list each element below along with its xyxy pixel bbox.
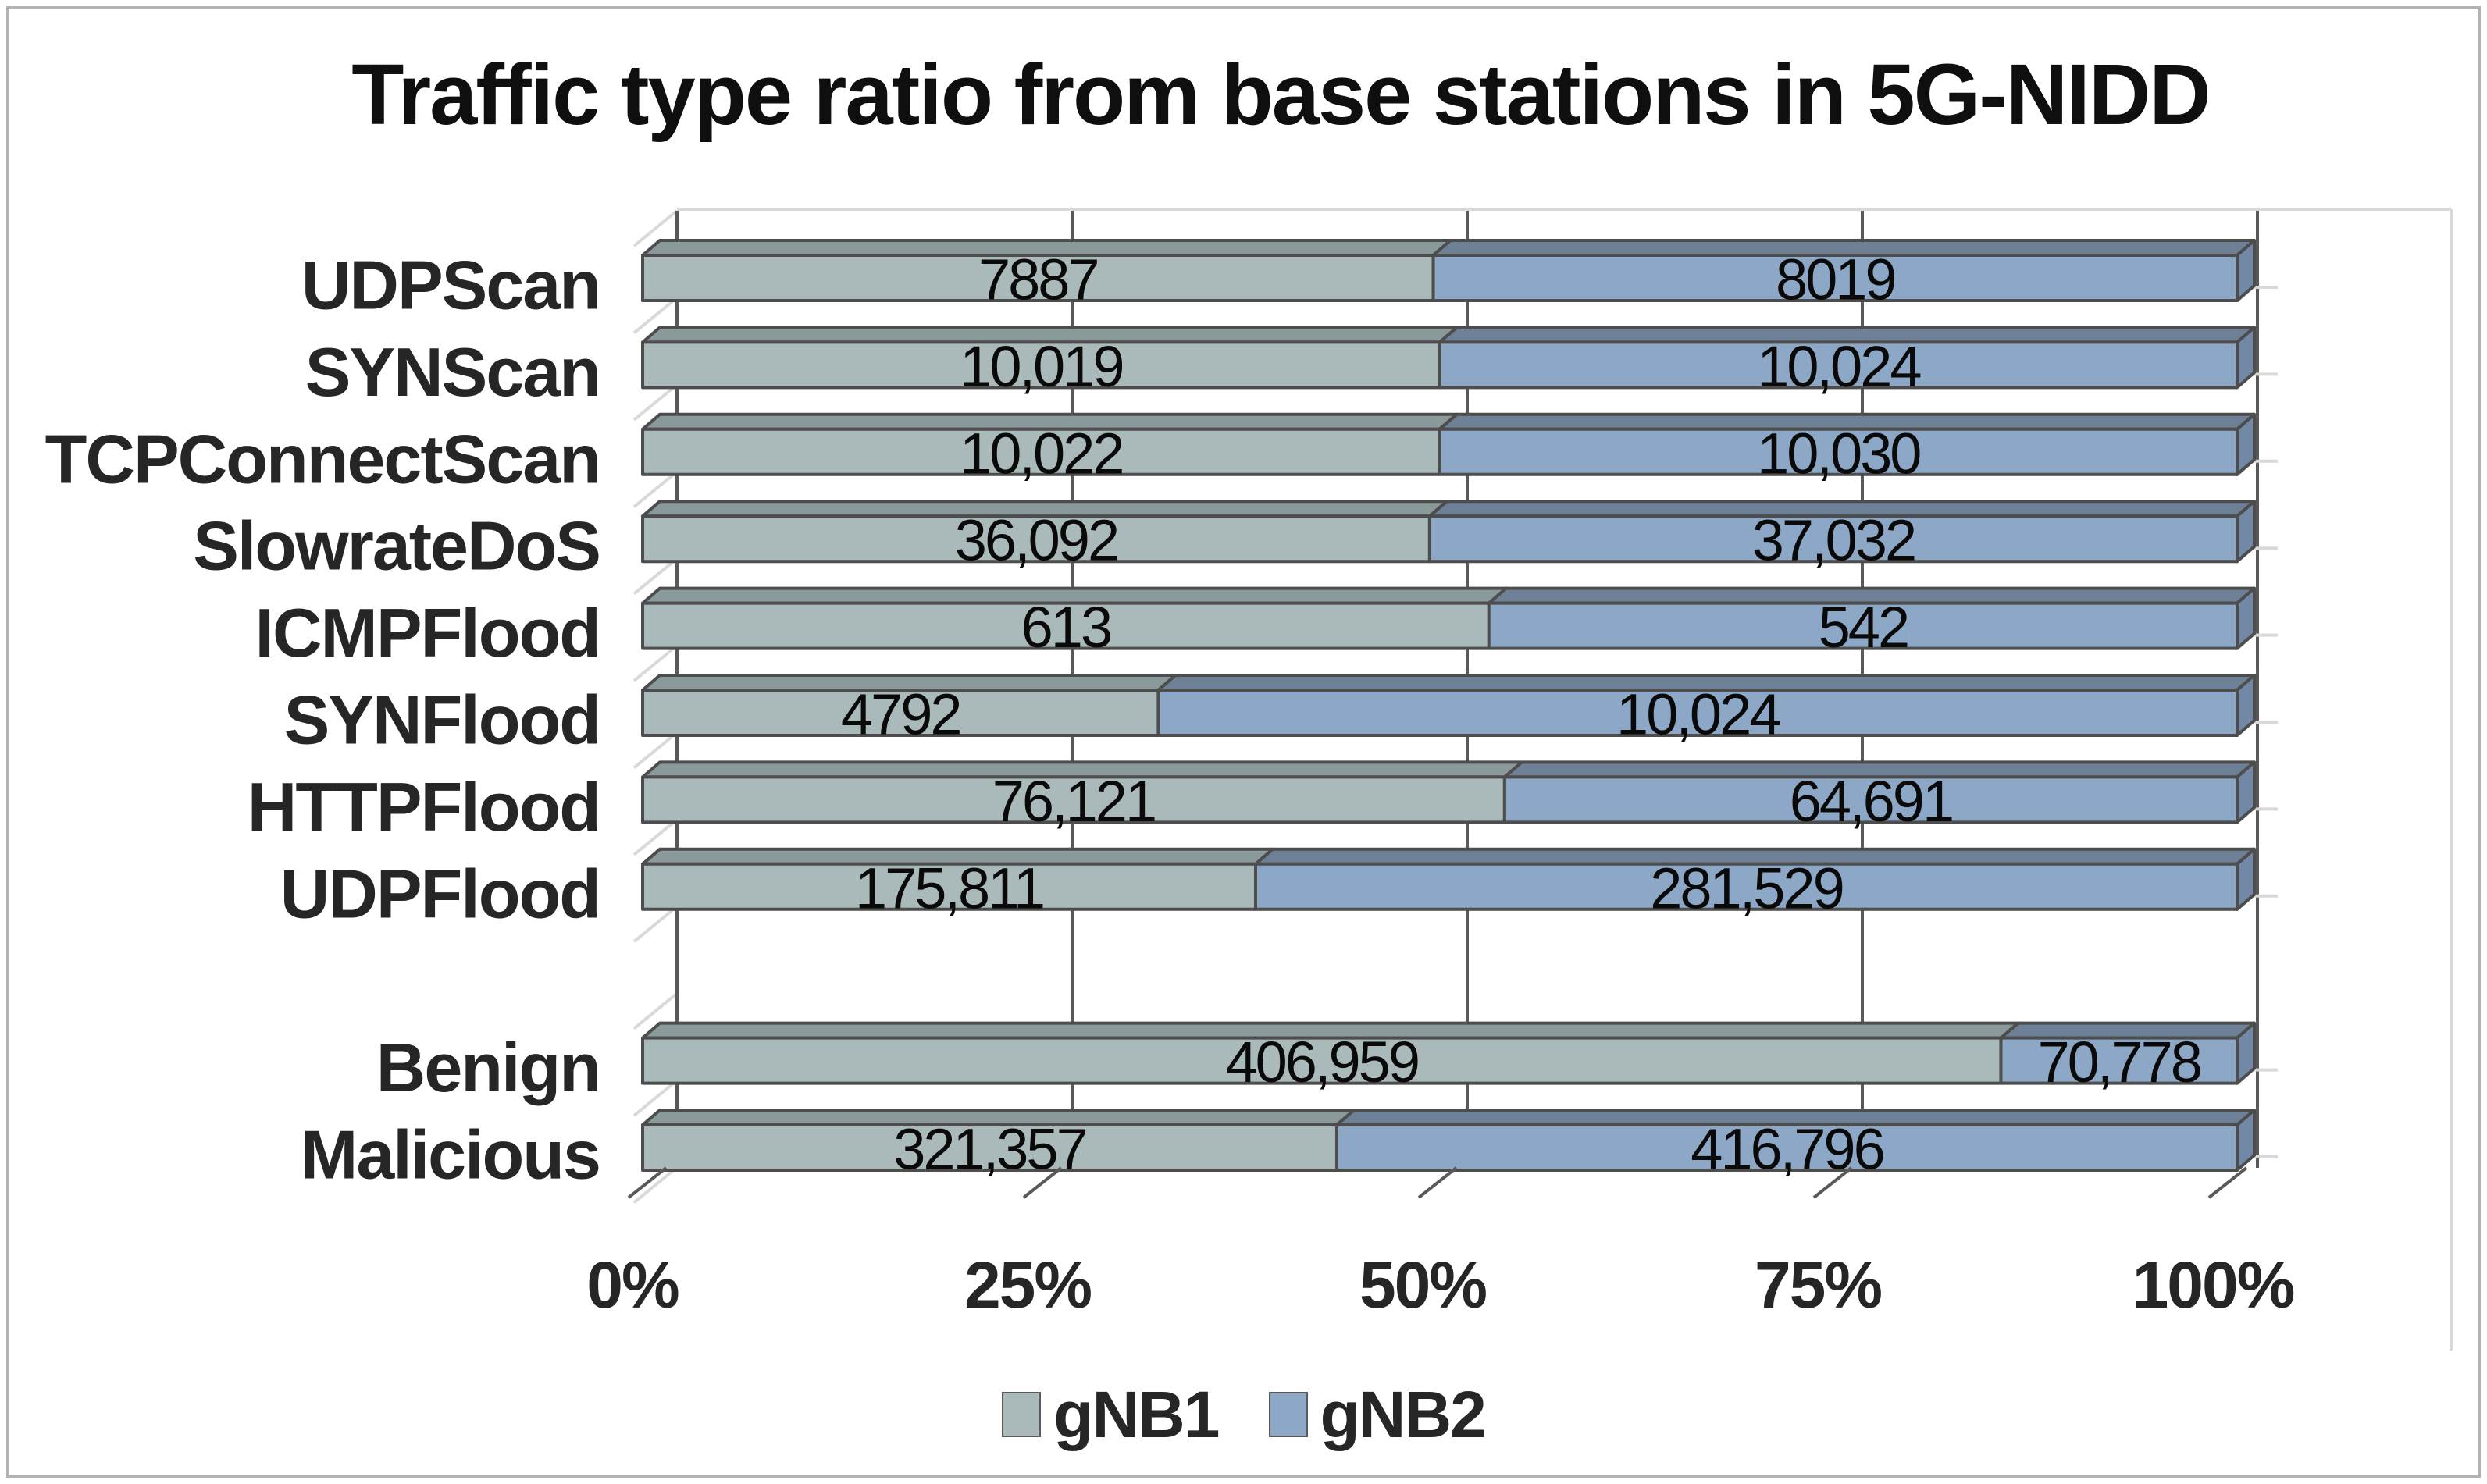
- axis-tick-100%: [2207, 1166, 2248, 1199]
- data-label-gNB2-TCPConnectScan: 10,030: [1757, 421, 1920, 486]
- legend-swatch-gNB1: [1002, 1392, 1042, 1437]
- category-depth-tick: [632, 1165, 679, 1204]
- axis-tick-0%: [627, 1166, 668, 1199]
- bar-segment-gNB2-SYNScan: [1438, 340, 2239, 390]
- category-label-HTTPFlood: HTTPFlood: [248, 768, 600, 845]
- data-label-gNB2-UDPFlood: 281,529: [1650, 856, 1843, 920]
- legend-item-gNB2: gNB2: [1268, 1378, 1487, 1451]
- bar-segment-gNB2-UDPScan: [1431, 254, 2239, 302]
- axis-tick-25%: [1022, 1166, 1063, 1199]
- bar-segment-gNB2-Benign: [1999, 1036, 2239, 1085]
- data-label-gNB2-SlowrateDoS: 37,032: [1752, 508, 1915, 573]
- category-depth-tick: [632, 644, 679, 682]
- axis-label-75%: 75%: [1755, 1248, 1881, 1322]
- data-label-gNB1-UDPScan: 7887: [978, 247, 1098, 312]
- axis-label-100%: 100%: [2132, 1248, 2294, 1322]
- axis-tick-75%: [1812, 1166, 1853, 1199]
- category-label-Benign: Benign: [376, 1029, 600, 1106]
- bar-segment-gNB2-ICMPFlood: [1487, 601, 2239, 650]
- category-depth-tick: [632, 731, 679, 769]
- category-label-SlowrateDoS: SlowrateDoS: [193, 507, 600, 585]
- axis-label-0%: 0%: [586, 1248, 679, 1322]
- data-label-gNB1-TCPConnectScan: 10,022: [960, 421, 1122, 486]
- axis-label-25%: 25%: [964, 1248, 1091, 1322]
- data-label-gNB1-UDPFlood: 175,811: [855, 856, 1043, 920]
- legend-swatch-gNB2: [1268, 1392, 1308, 1437]
- data-label-gNB1-SYNScan: 10,019: [960, 334, 1122, 399]
- category-label-Malicious: Malicious: [301, 1116, 600, 1194]
- category-label-SYNScan: SYNScan: [305, 333, 600, 411]
- category-label-UDPScan: UDPScan: [301, 247, 600, 324]
- category-depth-tick: [632, 905, 679, 943]
- data-label-gNB1-SlowrateDoS: 36,092: [955, 508, 1117, 573]
- data-label-gNB1-SYNFlood: 4792: [841, 682, 960, 747]
- data-label-gNB1-HTTPFlood: 76,121: [992, 769, 1155, 834]
- category-depth-tick: [632, 296, 679, 334]
- category-label-ICMPFlood: ICMPFlood: [255, 594, 600, 671]
- chart-title: Traffic type ratio from base stations in…: [351, 47, 2211, 143]
- category-label-SYNFlood: SYNFlood: [284, 682, 600, 759]
- axis-tick-50%: [1417, 1166, 1458, 1199]
- category-label-TCPConnectScan: TCPConnectScan: [45, 420, 600, 497]
- bar-segment-gNB2-SlowrateDoS: [1427, 514, 2239, 564]
- bar-segment-gNB2-TCPConnectScan: [1438, 427, 2239, 476]
- data-label-gNB2-Benign: 70,778: [2038, 1030, 2200, 1094]
- bar-segment-gNB2-Malicious: [1334, 1123, 2239, 1172]
- data-label-gNB2-UDPScan: 8019: [1776, 247, 1895, 312]
- legend-label-gNB1: gNB1: [1053, 1378, 1220, 1451]
- data-label-gNB1-Benign: 406,959: [1225, 1030, 1418, 1094]
- data-label-gNB1-ICMPFlood: 613: [1021, 595, 1110, 660]
- legend: gNB1 gNB2: [0, 1368, 2487, 1461]
- axis-label-50%: 50%: [1359, 1248, 1486, 1322]
- legend-item-gNB1: gNB1: [1002, 1378, 1220, 1451]
- category-depth-tick: [632, 209, 679, 247]
- bar-segment-gNB2-SYNFlood: [1156, 689, 2239, 737]
- data-label-gNB2-ICMPFlood: 542: [1819, 595, 1908, 660]
- category-depth-tick: [632, 992, 679, 1030]
- category-label-UDPFlood: UDPFlood: [280, 855, 600, 932]
- data-label-gNB2-HTTPFlood: 64,691: [1790, 769, 1952, 834]
- data-label-gNB2-SYNScan: 10,024: [1757, 334, 1920, 399]
- category-depth-tick: [632, 1079, 679, 1117]
- data-label-gNB2-Malicious: 416,796: [1691, 1117, 1883, 1182]
- category-depth-tick: [632, 818, 679, 856]
- bar-segment-gNB2-UDPFlood: [1253, 862, 2239, 911]
- bar-segment-gNB2-HTTPFlood: [1502, 775, 2239, 824]
- legend-label-gNB2: gNB2: [1320, 1378, 1487, 1451]
- data-label-gNB2-SYNFlood: 10,024: [1616, 682, 1780, 747]
- category-depth-tick: [632, 470, 679, 508]
- category-depth-tick: [632, 383, 679, 422]
- category-depth-tick: [632, 557, 679, 596]
